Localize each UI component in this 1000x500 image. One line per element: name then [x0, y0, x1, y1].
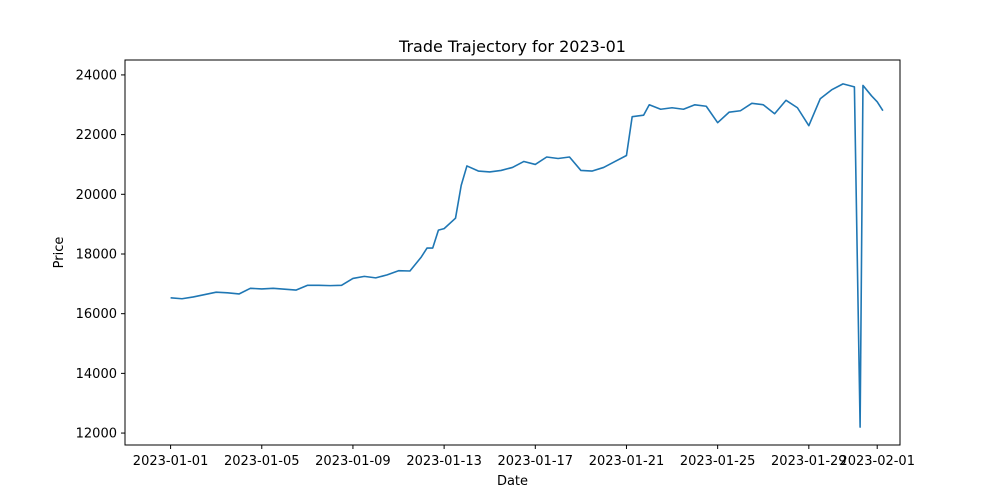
plot-frame: [124, 59, 901, 446]
y-tick-label: 20000: [76, 188, 117, 203]
y-tick-label: 24000: [76, 68, 117, 83]
x-tick-label: 2023-01-29: [771, 454, 847, 469]
x-tick-label: 2023-01-09: [315, 454, 391, 469]
x-tick-label: 2023-01-05: [224, 454, 300, 469]
x-axis: 2023-01-01 2023-01-05 2023-01-09 2023-01-13…: [133, 445, 915, 469]
y-tick-label: 12000: [76, 427, 117, 442]
y-tick-label: 16000: [76, 307, 117, 322]
x-tick-label: 2023-02-01: [839, 454, 915, 469]
series-layer: [170, 83, 884, 428]
y-tick-label: 18000: [76, 247, 117, 262]
y-axis-label: Price: [52, 237, 67, 269]
x-tick-label: 2023-01-01: [133, 454, 209, 469]
x-axis-label: Date: [497, 474, 528, 489]
chart-title: Trade Trajectory for 2023-01: [398, 37, 626, 56]
series-line-0: [170, 83, 884, 428]
y-tick-label: 14000: [76, 367, 117, 382]
x-tick-label: 2023-01-21: [589, 454, 665, 469]
x-tick-label: 2023-01-17: [498, 454, 574, 469]
x-tick-label: 2023-01-13: [406, 454, 482, 469]
y-tick-label: 22000: [76, 128, 117, 143]
x-tick-label: 2023-01-25: [680, 454, 756, 469]
y-axis: 12000 14000 16000 18000 20000 22000 24000: [76, 68, 125, 442]
